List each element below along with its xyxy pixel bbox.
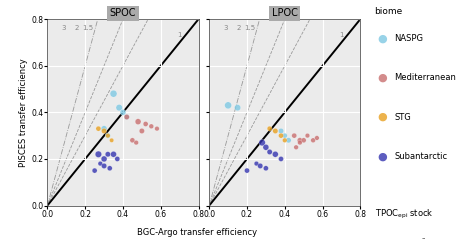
Point [134,120,142,124]
Text: ●: ● [377,152,387,162]
Text: ●: ● [377,33,387,43]
Point [266,127,273,130]
Point [104,134,112,138]
Text: biome: biome [374,7,403,16]
Point [277,129,285,133]
Point [100,164,108,168]
Point [256,164,264,168]
Point [119,110,127,114]
Point [106,166,114,170]
Text: STG: STG [394,113,411,122]
Text: 1.5: 1.5 [82,25,93,32]
Text: 1: 1 [177,33,182,38]
Point [132,141,140,145]
Point [100,127,108,130]
Point [310,138,317,142]
Point [285,138,292,142]
Point [266,150,273,154]
Point [272,152,279,156]
Point [253,162,260,166]
Point [95,127,102,130]
Point [292,145,300,149]
Point [91,169,99,173]
Point [272,129,279,133]
Point [313,136,321,140]
Text: 1: 1 [339,33,344,38]
Title: LPOC: LPOC [272,8,298,18]
Point [291,134,298,138]
Text: Subantarctic: Subantarctic [394,152,447,161]
Point [109,152,117,156]
Point [109,92,117,96]
Text: Mediterranean: Mediterranean [394,73,456,82]
Text: 2: 2 [74,25,79,32]
Point [277,134,285,138]
Point [262,166,270,170]
Point [243,169,251,173]
Point [142,122,149,126]
Point [147,124,155,128]
Point [123,115,130,119]
Text: NASPG: NASPG [394,34,423,43]
Point [296,138,304,142]
Point [277,157,285,161]
Point [138,129,146,133]
Text: 1.5: 1.5 [244,25,255,32]
Point [300,138,308,142]
Text: 2: 2 [237,25,241,32]
Text: 3: 3 [223,25,228,32]
Point [304,134,311,138]
Point [115,106,123,109]
Point [100,129,108,133]
Point [108,138,116,142]
Y-axis label: PISCES transfer efficiency: PISCES transfer efficiency [19,58,28,167]
Point [281,134,289,138]
Point [128,138,136,142]
Point [258,141,266,145]
Point [262,145,270,149]
Point [100,157,108,161]
Text: TPOC$_{\mathregular{epi}}$ stock: TPOC$_{\mathregular{epi}}$ stock [374,208,433,221]
Text: ●: ● [377,73,387,83]
Text: ●: ● [377,112,387,122]
Point [234,106,241,109]
Title: SPOC: SPOC [109,8,136,18]
Point [95,152,102,156]
Point [104,134,112,138]
Text: 3: 3 [61,25,66,32]
Point [281,138,289,142]
Point [104,152,112,156]
Point [224,103,232,107]
Text: (mmol C m$^{\mathregular{-2}}$): (mmol C m$^{\mathregular{-2}}$) [374,237,429,239]
Point [113,157,121,161]
Point [123,115,130,119]
Point [97,162,104,166]
Point [296,141,304,145]
Text: BGC-Argo transfer efficiency: BGC-Argo transfer efficiency [137,228,257,237]
Point [153,127,161,130]
